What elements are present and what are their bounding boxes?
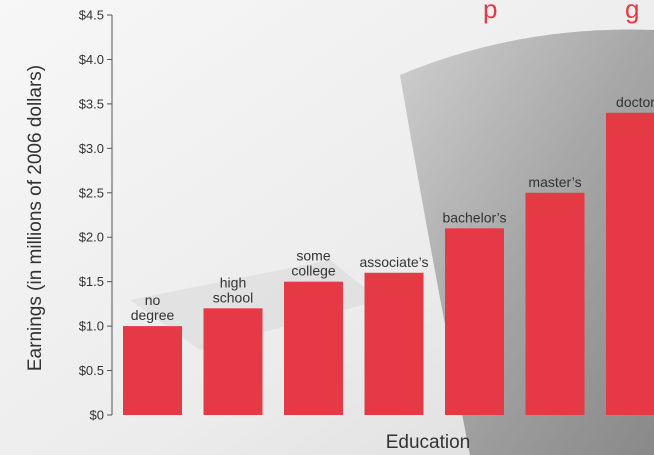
y-tick-label: $1.5 bbox=[79, 274, 104, 289]
y-axis-title: Earnings (in millions of 2006 dollars) bbox=[25, 65, 46, 371]
bar-category-label: high bbox=[220, 274, 246, 290]
bar bbox=[284, 281, 343, 415]
bar-category-label: bachelor’s bbox=[442, 209, 506, 225]
bar bbox=[203, 308, 263, 415]
bar bbox=[123, 326, 182, 415]
bar bbox=[364, 272, 424, 415]
bar-category-label: college bbox=[291, 263, 336, 279]
bar-category-label: school bbox=[213, 289, 253, 305]
y-tick-label: $4.5 bbox=[79, 8, 104, 23]
y-tick-label: $0.5 bbox=[79, 363, 104, 378]
bar-category-label: degree bbox=[131, 307, 175, 323]
y-tick-label: $1.0 bbox=[79, 319, 104, 334]
bar-category-label: no bbox=[145, 292, 161, 308]
y-tick-label: $0 bbox=[90, 408, 104, 423]
bar bbox=[445, 228, 504, 415]
y-tick-label: $2.0 bbox=[79, 230, 104, 245]
y-tick-label: $4.0 bbox=[79, 52, 104, 67]
x-axis-title: Education bbox=[386, 432, 471, 453]
bar bbox=[606, 112, 654, 416]
bar-category-label: some bbox=[296, 248, 330, 264]
title-fragment-1: p bbox=[483, 0, 497, 24]
y-tick-label: $3.5 bbox=[79, 96, 104, 111]
bar-category-label: master’s bbox=[528, 174, 581, 190]
y-tick-label: $3.0 bbox=[79, 141, 104, 156]
y-tick-label: $2.5 bbox=[79, 185, 104, 200]
bar-category-label: doctor bbox=[616, 94, 654, 110]
title-fragment-2: g bbox=[625, 0, 639, 24]
bar bbox=[525, 192, 585, 415]
bar-category-label: associate’s bbox=[359, 254, 428, 270]
plot-area: $0 $0.5 $1.0 $1.5 $2.0 $2.5 $3.0 $3.5 $4.0 $4.5 no… bbox=[79, 8, 654, 423]
